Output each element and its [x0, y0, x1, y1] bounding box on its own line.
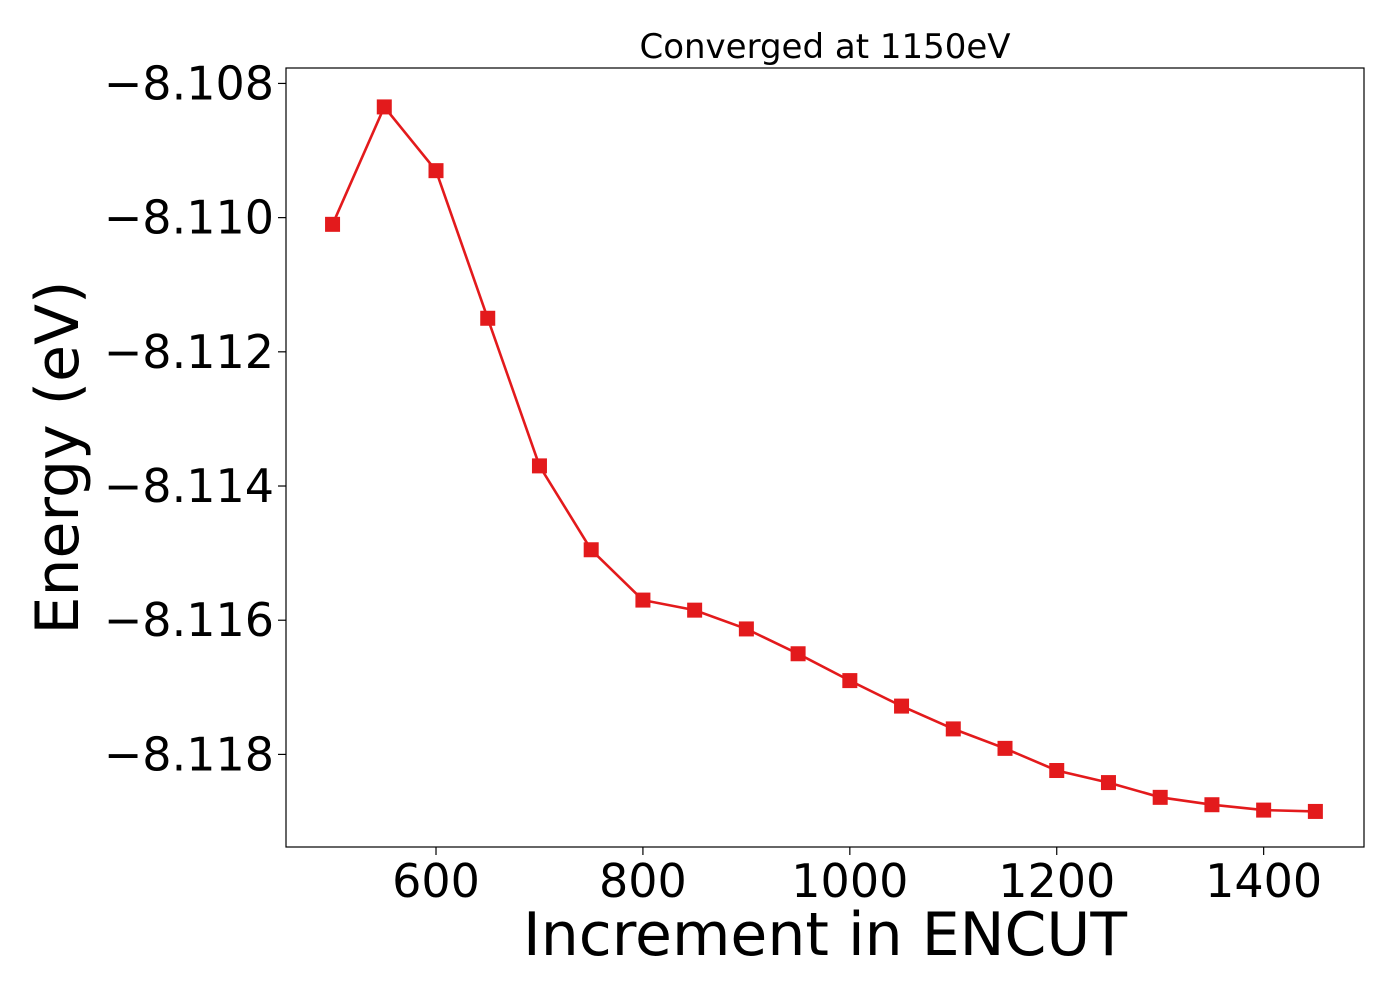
y-tick-label: −8.118 — [104, 727, 274, 781]
data-point-marker — [635, 592, 651, 608]
series-line — [331, 104, 1316, 813]
x-axis-label: Increment in ENCUT — [523, 900, 1127, 970]
data-point-marker — [945, 721, 961, 737]
y-tick-label: −8.108 — [104, 56, 274, 110]
data-point-marker — [531, 458, 547, 474]
data-point-marker — [480, 310, 496, 326]
x-tick-label: 600 — [392, 854, 480, 908]
data-point-marker — [790, 646, 806, 662]
data-point-marker — [1152, 789, 1168, 805]
x-tick-label: 1400 — [1205, 854, 1322, 908]
x-axis: 600 800 1000 1200 1400 — [392, 847, 1322, 908]
data-point-marker — [1100, 775, 1116, 791]
data-point-marker — [1204, 797, 1220, 813]
y-tick-label: −8.112 — [104, 325, 274, 379]
y-axis-label: Energy (eV) — [23, 281, 93, 635]
data-point-marker — [842, 673, 858, 689]
data-point-marker — [376, 99, 392, 115]
series-markers — [325, 99, 1323, 819]
chart-title: Converged at 1150eV — [639, 27, 1010, 67]
x-tick-label: 1200 — [998, 854, 1115, 908]
data-point-marker — [1256, 802, 1272, 818]
data-point-marker — [1307, 803, 1323, 819]
data-point-marker — [687, 602, 703, 618]
plot-frame — [285, 67, 1365, 848]
data-point-marker — [894, 698, 910, 714]
y-tick-label: −8.116 — [104, 593, 274, 647]
data-point-marker — [738, 621, 754, 637]
data-point-marker — [997, 740, 1013, 756]
y-axis: −8.108 −8.110 −8.112 −8.114 −8.116 −8.118 — [104, 56, 286, 781]
data-point-marker — [583, 542, 599, 558]
x-tick-label: 800 — [599, 854, 687, 908]
data-point-marker — [1049, 763, 1065, 779]
y-tick-label: −8.110 — [104, 191, 274, 245]
x-tick-label: 1000 — [791, 854, 908, 908]
y-tick-label: −8.114 — [104, 459, 274, 513]
data-point-marker — [325, 216, 341, 232]
data-point-marker — [428, 163, 444, 179]
